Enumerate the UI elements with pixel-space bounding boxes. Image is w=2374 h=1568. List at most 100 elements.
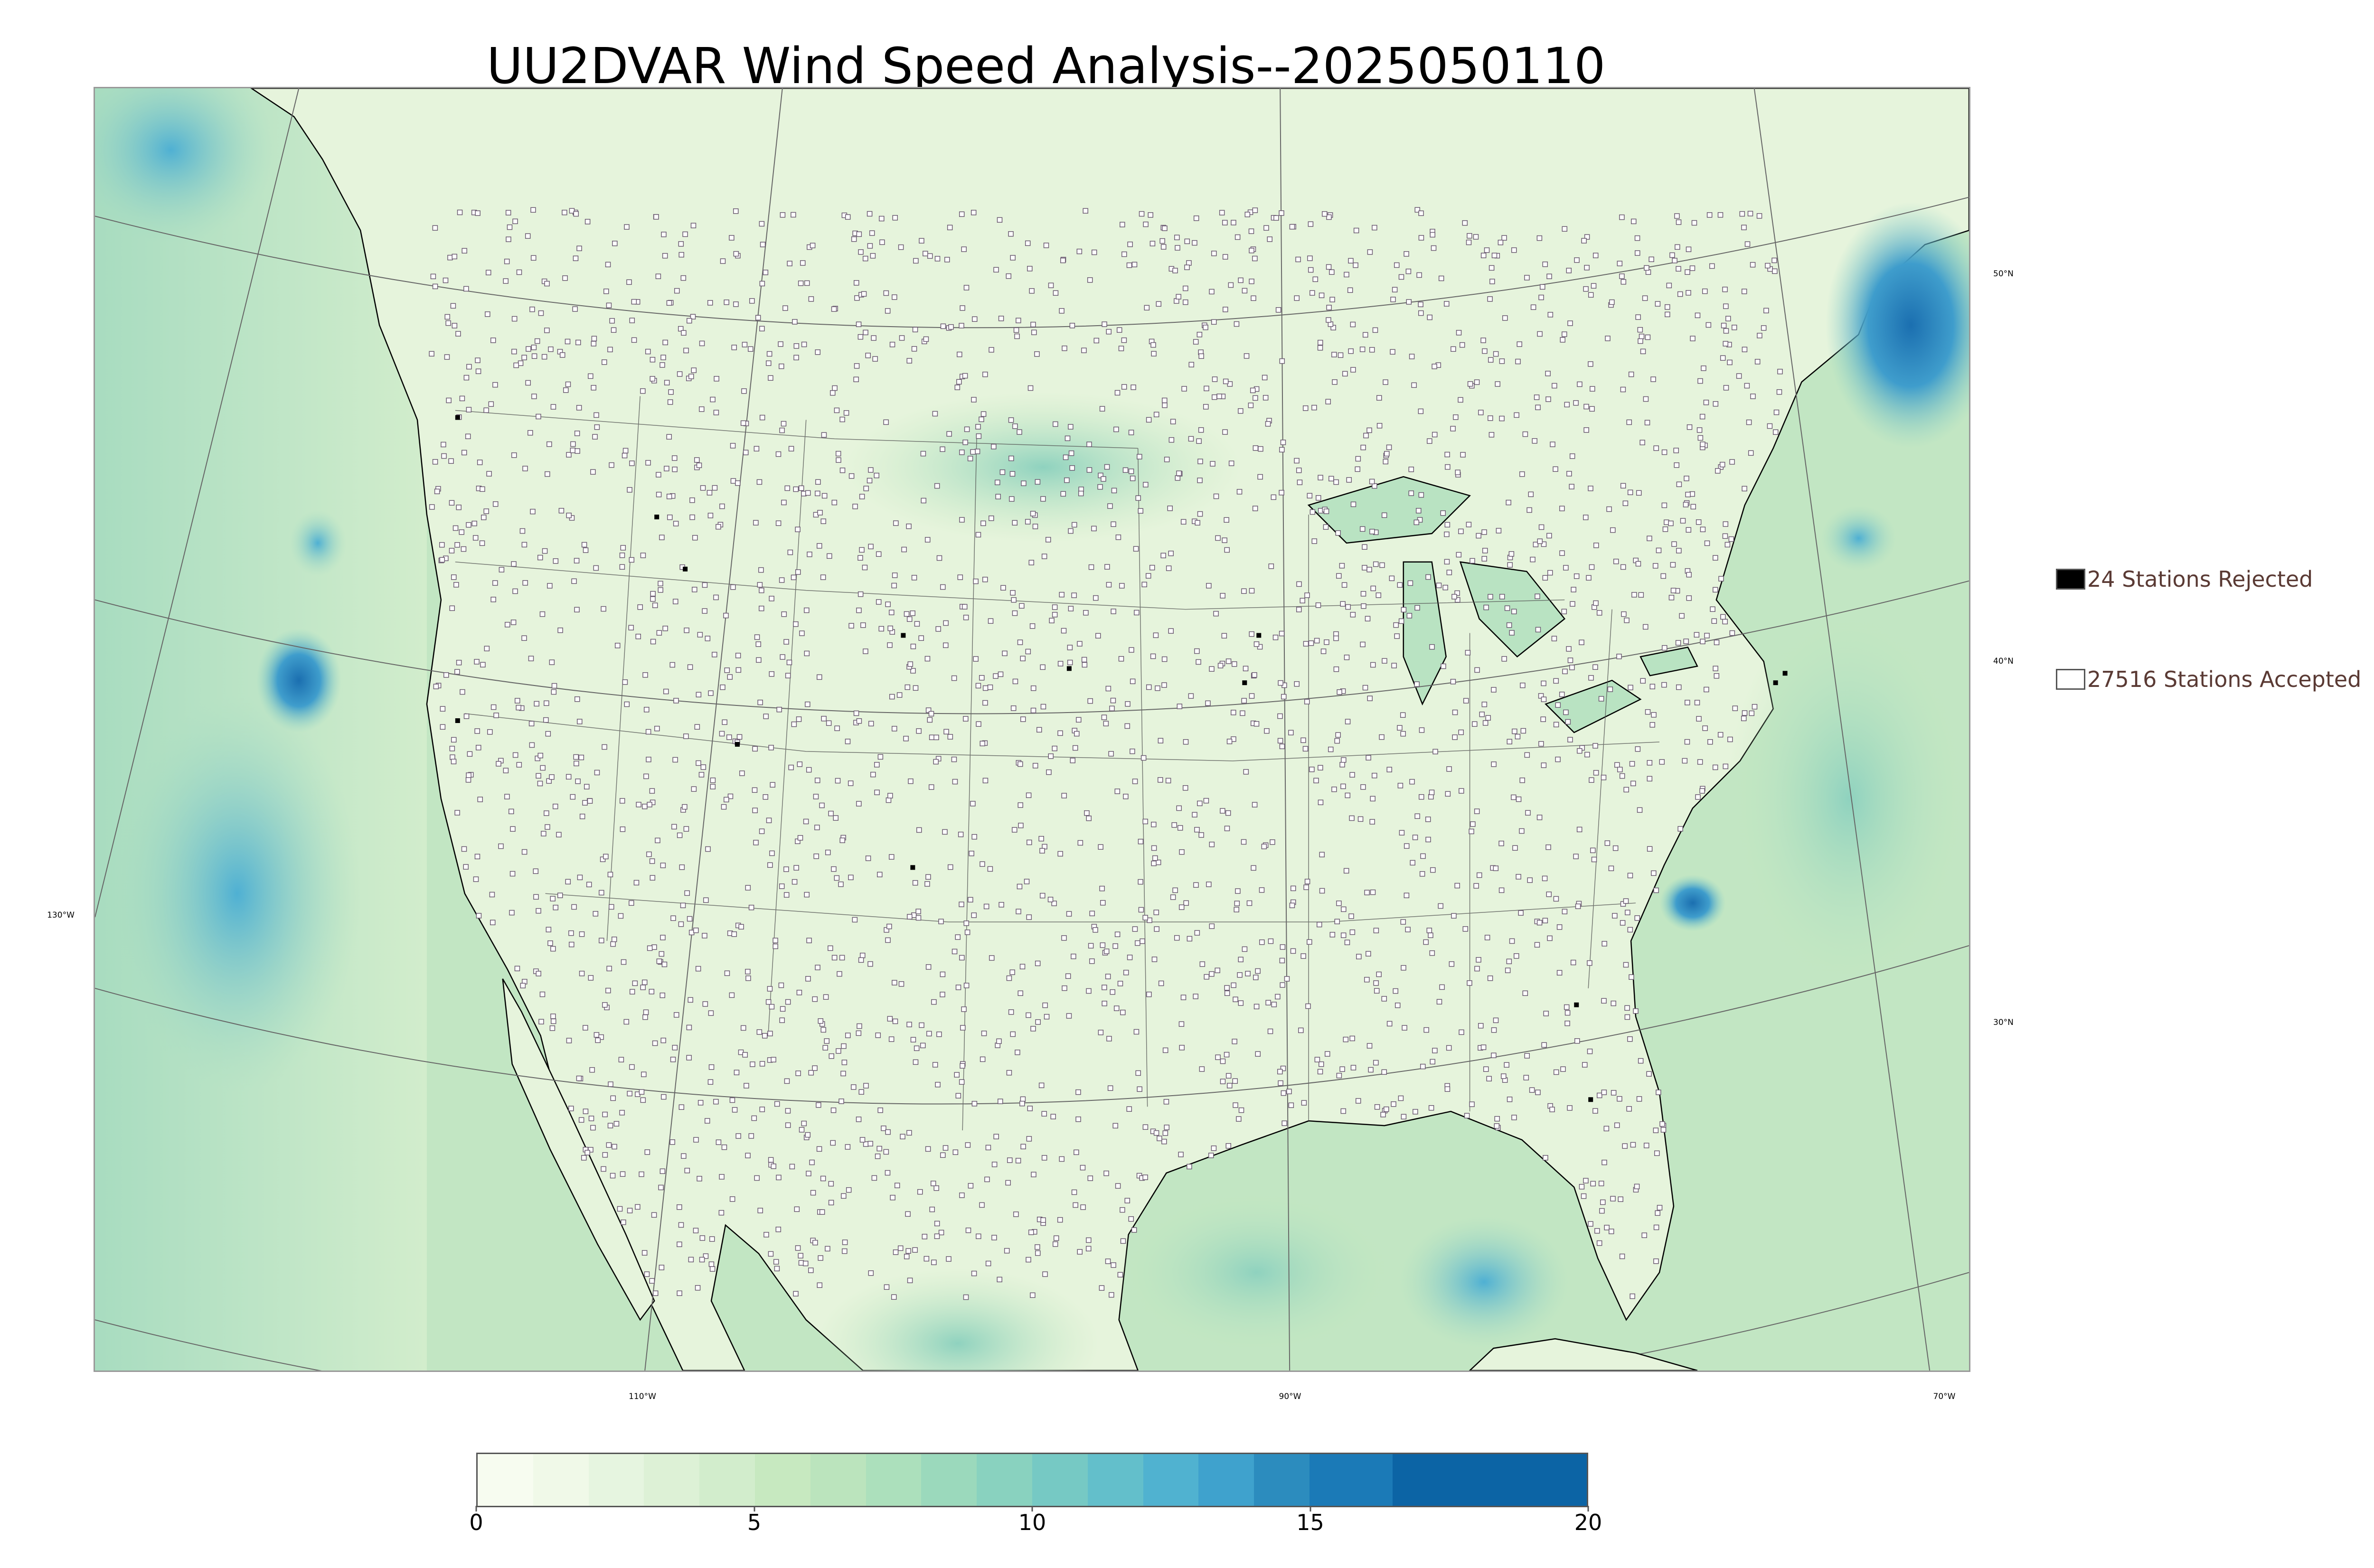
station-accepted-marker: [793, 486, 799, 492]
station-accepted-marker: [429, 351, 434, 357]
station-accepted-marker: [815, 490, 820, 497]
station-accepted-marker: [1263, 225, 1269, 231]
station-accepted-marker: [1332, 379, 1338, 385]
station-accepted-marker: [1425, 817, 1431, 822]
station-accepted-marker: [1409, 354, 1415, 359]
station-accepted-marker: [760, 242, 766, 247]
station-accepted-marker: [1436, 582, 1442, 588]
station-accepted-marker: [575, 448, 580, 454]
station-accepted-marker: [944, 257, 950, 263]
station-accepted-marker: [1606, 506, 1612, 512]
station-accepted-marker: [1205, 700, 1211, 706]
station-accepted-marker: [1036, 727, 1042, 733]
station-accepted-marker: [771, 1164, 776, 1169]
station-accepted-marker: [773, 1259, 779, 1265]
station-accepted-marker: [1367, 695, 1373, 701]
station-accepted-marker: [933, 759, 939, 765]
station-accepted-marker: [459, 395, 465, 402]
station-accepted-marker: [1601, 1089, 1607, 1095]
station-accepted-marker: [552, 804, 558, 809]
station-accepted-marker: [763, 270, 769, 275]
station-accepted-marker: [574, 558, 580, 563]
station-accepted-marker: [486, 471, 492, 477]
station-accepted-marker: [1268, 563, 1274, 569]
station-accepted-marker: [451, 574, 457, 580]
station-accepted-marker: [669, 662, 675, 668]
legend-rejected-label: 24 Stations Rejected: [2087, 566, 2313, 592]
station-accepted-marker: [863, 486, 869, 491]
station-accepted-marker: [904, 1254, 910, 1259]
station-accepted-marker: [477, 460, 483, 465]
station-accepted-marker: [566, 1038, 572, 1043]
station-accepted-marker: [841, 1193, 847, 1199]
station-accepted-marker: [955, 985, 961, 990]
station-accepted-marker: [490, 597, 496, 602]
station-accepted-marker: [970, 801, 976, 807]
station-accepted-marker: [1215, 967, 1220, 973]
station-accepted-marker: [1198, 353, 1204, 359]
station-accepted-marker: [1142, 818, 1148, 825]
station-accepted-marker: [605, 987, 611, 994]
station-accepted-marker: [1644, 420, 1650, 425]
map-panel[interactable]: [94, 87, 1970, 1372]
station-accepted-marker: [693, 1137, 699, 1143]
station-accepted-marker: [682, 231, 688, 237]
station-accepted-marker: [1175, 245, 1180, 251]
station-accepted-marker: [970, 209, 977, 216]
station-accepted-marker: [1617, 767, 1623, 772]
station-accepted-marker: [995, 479, 1000, 485]
station-accepted-marker: [1134, 610, 1140, 616]
station-accepted-marker: [806, 938, 812, 943]
colorbar-segment: [1143, 1454, 1199, 1506]
station-accepted-marker: [1600, 1199, 1606, 1205]
station-accepted-marker: [534, 701, 539, 707]
station-accepted-marker: [624, 224, 630, 230]
station-accepted-marker: [454, 542, 460, 548]
station-accepted-marker: [804, 607, 810, 613]
wind-speed-map[interactable]: [95, 88, 1969, 1371]
station-accepted-marker: [1627, 1036, 1633, 1042]
station-accepted-marker: [1281, 1090, 1287, 1096]
station-accepted-marker: [858, 1089, 864, 1095]
station-accepted-marker: [651, 1212, 657, 1218]
station-accepted-marker: [492, 501, 499, 507]
station-accepted-marker: [924, 656, 931, 662]
station-accepted-marker: [1676, 266, 1681, 272]
station-accepted-marker: [672, 757, 678, 763]
station-accepted-marker: [582, 800, 588, 806]
station-accepted-marker: [766, 360, 772, 366]
station-accepted-marker: [1675, 244, 1680, 250]
station-accepted-marker: [733, 301, 739, 307]
station-accepted-marker: [842, 1248, 848, 1254]
station-accepted-marker: [1325, 399, 1331, 404]
station-accepted-marker: [1153, 910, 1159, 915]
station-accepted-marker: [1159, 238, 1165, 244]
station-accepted-marker: [1573, 400, 1579, 406]
station-accepted-marker: [720, 258, 726, 264]
station-accepted-marker: [1473, 883, 1479, 889]
station-accepted-marker: [713, 1099, 719, 1105]
station-accepted-marker: [641, 1250, 648, 1256]
station-accepted-marker: [1015, 1050, 1020, 1055]
station-accepted-marker: [752, 807, 758, 813]
station-accepted-marker: [531, 345, 537, 350]
station-accepted-marker: [1172, 268, 1178, 273]
station-accepted-marker: [1647, 846, 1653, 852]
station-accepted-marker: [1634, 1183, 1640, 1190]
station-accepted-marker: [1131, 262, 1138, 268]
station-accepted-marker: [1717, 732, 1724, 738]
station-accepted-marker: [1673, 448, 1679, 453]
station-accepted-marker: [1373, 980, 1379, 986]
station-accepted-marker: [1125, 701, 1130, 707]
station-accepted-marker: [1522, 990, 1528, 996]
station-accepted-marker: [678, 921, 684, 927]
station-accepted-marker: [1121, 251, 1127, 257]
station-accepted-marker: [1020, 656, 1026, 661]
station-accepted-marker: [868, 721, 874, 727]
station-accepted-marker: [1322, 211, 1328, 217]
station-accepted-marker: [1071, 953, 1076, 959]
station-accepted-marker: [1363, 432, 1369, 439]
station-accepted-marker: [709, 1266, 716, 1272]
station-accepted-marker: [687, 318, 692, 324]
station-accepted-marker: [754, 446, 760, 451]
